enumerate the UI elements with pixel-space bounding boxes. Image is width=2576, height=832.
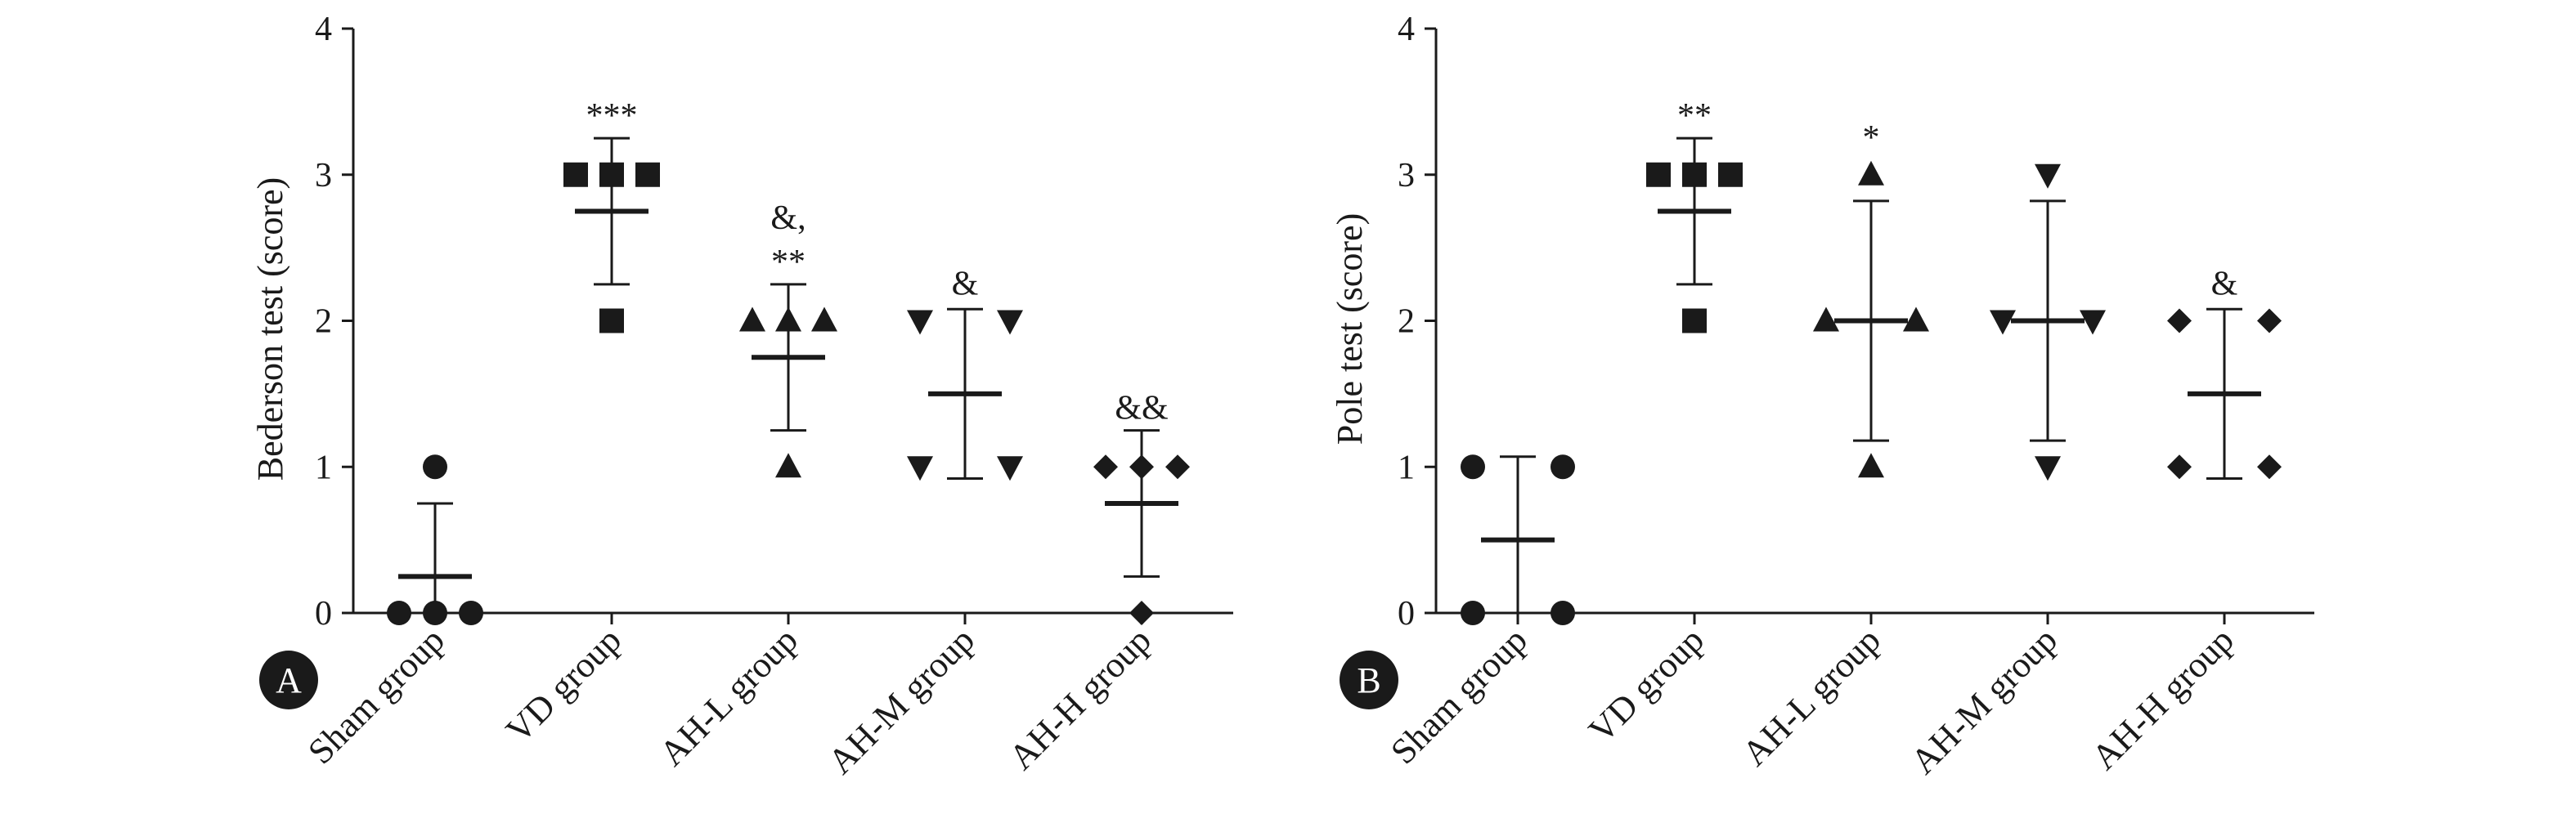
data-point [459,601,483,625]
data-point [1093,454,1118,480]
x-category-label: AH-H group [2084,620,2242,777]
y-tick-label: 2 [1398,303,1415,341]
data-point [997,310,1023,335]
data-point [387,601,411,625]
data-point [1129,454,1154,480]
y-tick-label: 4 [315,11,332,48]
data-point [1718,162,1743,187]
group-3: AH-M group [1903,163,2106,781]
significance-label: *** [586,97,638,135]
y-axis-title: Pole test (score) [1330,213,1370,445]
data-point [775,453,801,478]
data-point [1461,454,1485,480]
x-category-label: AH-L group [652,620,806,773]
group-2: AH-L group * [1735,119,1929,774]
y-axis-title: Bederson test (score) [250,177,290,481]
group-4: AH-H group && [1001,390,1190,777]
significance-label: & [2211,266,2238,303]
x-category-label: AH-M group [820,620,982,781]
data-point [1682,162,1707,187]
y-tick-label: 0 [1398,595,1415,633]
data-point [423,601,447,625]
data-point [1129,601,1154,625]
y-tick-label: 0 [315,595,332,633]
data-point [2257,454,2282,480]
y-tick-label: 1 [315,449,332,486]
data-point [1813,306,1839,332]
panel-letter-badge [1340,651,1398,709]
data-point [1682,308,1707,333]
x-category-label: AH-M group [1903,620,2065,781]
y-tick-label: 4 [1398,11,1415,48]
significance-label: &, [770,199,806,237]
data-point [1858,160,1884,186]
data-point [739,306,765,332]
significance-label: & [952,266,979,303]
group-3: AH-M group & [820,266,1023,781]
data-point [775,306,801,332]
data-point [907,456,933,481]
data-point [1551,601,1575,625]
data-point [1646,162,1671,187]
data-point [2257,308,2282,333]
y-tick-label: 1 [1398,449,1415,486]
data-point [599,308,624,333]
chart-panel-b: 0 1 2 3 4 Pole test (score) Sham group VD group… [1330,11,2314,781]
data-point [2080,310,2106,335]
group-1: VD group ** [1581,97,1743,750]
group-2: AH-L group &, ** [652,199,837,774]
data-point [2035,163,2061,189]
data-point [423,454,447,480]
x-category-label: VD group [1581,620,1712,750]
data-point [563,162,588,187]
data-point [1165,454,1190,480]
y-tick-label: 3 [315,157,332,195]
data-point [2035,456,2061,481]
y-tick-label: 2 [315,303,332,341]
chart-panel-a: 0 1 2 3 4 Bederson test (score) Sham group VD g… [250,11,1233,781]
data-point [599,162,624,187]
group-1: VD group *** [498,97,660,750]
data-point [1551,454,1575,480]
data-point [1990,310,2016,335]
x-category-label: VD group [498,620,629,750]
y-tick-label: 3 [1398,157,1415,195]
x-category-label: Sham group [1383,620,1535,772]
x-category-label: AH-H group [1001,620,1159,777]
significance-label: * [1863,119,1880,157]
data-point [635,162,660,187]
data-point [1858,453,1884,478]
x-category-label: Sham group [300,620,452,772]
data-point [2167,454,2192,480]
x-category-label: AH-L group [1735,620,1888,773]
data-point [1461,601,1485,625]
data-point [811,306,837,332]
data-point [2167,308,2192,333]
significance-label: ** [771,244,806,281]
panel-letter: A [276,660,302,700]
data-point [907,310,933,335]
group-4: AH-H group & [2084,266,2282,777]
significance-label: ** [1677,97,1712,135]
panel-letter-badge [259,651,318,709]
panel-letter: B [1357,660,1380,700]
data-point [1903,306,1929,332]
significance-label: && [1115,390,1168,427]
data-point [997,456,1023,481]
